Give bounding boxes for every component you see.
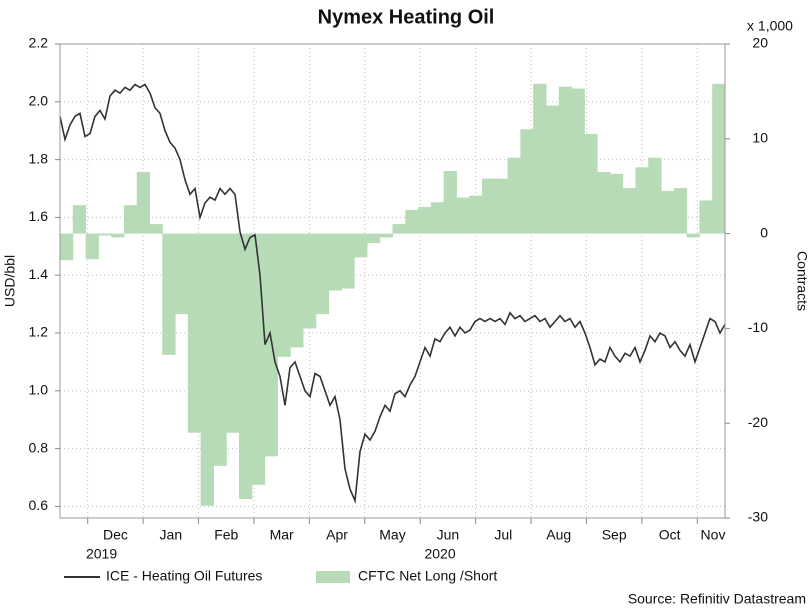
net-position-bar	[648, 157, 662, 234]
net-position-bar	[392, 224, 406, 234]
y-tick-label: 1.8	[29, 150, 49, 166]
year-label: 2020	[424, 546, 455, 562]
net-position-bar	[558, 86, 573, 234]
y2-unit: x 1,000	[747, 18, 793, 34]
x-tick-label: Dec	[103, 527, 128, 543]
net-position-bar	[98, 233, 112, 236]
x-tick-label: Jan	[160, 527, 183, 543]
net-position-bar	[175, 233, 189, 315]
net-position-bar	[661, 190, 675, 234]
y2-tick-label: 0	[760, 224, 768, 240]
net-position-bar	[418, 207, 432, 234]
y2-axis-label: Contracts	[794, 251, 810, 311]
net-position-bar	[712, 83, 726, 234]
net-position-bar	[597, 171, 611, 234]
net-position-bar	[482, 178, 496, 234]
net-position-bar	[520, 129, 534, 234]
x-tick-label: Aug	[546, 527, 571, 543]
net-position-bar	[315, 233, 330, 315]
net-position-bar	[584, 134, 598, 234]
net-position-bar	[226, 233, 240, 433]
net-position-bar	[635, 167, 649, 234]
x-tick-label: Feb	[214, 527, 238, 543]
net-position-bar	[277, 233, 291, 357]
year-label: 2019	[86, 546, 117, 562]
net-position-bar	[111, 233, 125, 238]
net-position-bar	[469, 195, 483, 234]
x-tick-label: Sep	[602, 527, 627, 543]
y2-tick-label: -30	[748, 509, 768, 525]
net-position-bar	[136, 171, 151, 234]
net-position-bar	[456, 197, 470, 234]
chart-title: Nymex Heating Oil	[318, 6, 495, 28]
net-position-bar	[686, 233, 700, 238]
net-position-bar	[328, 233, 342, 291]
net-position-bar	[379, 233, 393, 238]
y-tick-label: 2.2	[29, 35, 49, 51]
x-tick-label: Jul	[494, 527, 512, 543]
x-tick-label: Jun	[437, 527, 460, 543]
x-tick-label: Apr	[326, 527, 348, 543]
net-position-bar	[699, 200, 713, 234]
y-tick-label: 2.0	[29, 93, 49, 109]
net-position-bar	[609, 173, 624, 234]
legend-swatch	[316, 571, 350, 583]
net-position-bar	[72, 205, 87, 234]
net-position-bar	[622, 188, 636, 234]
net-position-bar	[149, 224, 163, 234]
source-note: Source: Refinitiv Datastream	[628, 591, 806, 607]
price-line	[59, 83, 726, 504]
net-position-bar	[545, 105, 560, 234]
net-position-bar	[251, 233, 266, 485]
net-position-bar	[264, 233, 278, 457]
net-position-bar	[354, 233, 368, 258]
net-position-bar	[302, 233, 317, 329]
net-position-bar	[60, 233, 74, 261]
y-tick-label: 0.8	[29, 439, 49, 455]
legend-label: CFTC Net Long /Short	[358, 568, 497, 584]
net-position-bar	[290, 233, 304, 348]
y2-tick-label: -20	[748, 414, 768, 430]
x-tick-label: May	[379, 527, 405, 543]
y-tick-label: 1.2	[29, 324, 49, 340]
y-axis-label: USD/bbl	[2, 255, 18, 307]
net-position-bar	[85, 233, 99, 260]
plot-frame	[59, 43, 726, 519]
net-position-bar	[200, 233, 214, 506]
x-tick-label: Nov	[701, 527, 726, 543]
y-tick-label: 1.4	[29, 266, 49, 282]
net-position-bar	[533, 83, 547, 234]
y2-tick-label: 20	[752, 35, 768, 51]
net-position-bar	[213, 233, 227, 466]
x-tick-label: Oct	[659, 527, 681, 543]
net-position-bar	[187, 233, 202, 433]
net-position-bar	[430, 202, 445, 234]
net-position-bar	[366, 233, 381, 244]
net-position-bar	[239, 233, 253, 500]
net-position-bar	[123, 205, 138, 234]
y2-tick-label: -10	[748, 319, 768, 335]
y2-tick-label: 10	[752, 130, 768, 146]
y-tick-label: 0.6	[29, 497, 49, 513]
net-position-bar	[507, 157, 521, 234]
net-position-bar	[341, 233, 355, 289]
net-position-bar	[443, 171, 457, 234]
y-tick-label: 1.6	[29, 208, 49, 224]
x-tick-label: Mar	[270, 527, 294, 543]
net-position-bar	[405, 209, 419, 234]
net-position-bar	[494, 178, 509, 234]
net-position-bar	[162, 233, 176, 355]
y-tick-label: 1.0	[29, 382, 49, 398]
net-position-bar	[673, 188, 688, 234]
net-position-bar	[571, 88, 585, 234]
legend-label: ICE - Heating Oil Futures	[106, 568, 262, 584]
